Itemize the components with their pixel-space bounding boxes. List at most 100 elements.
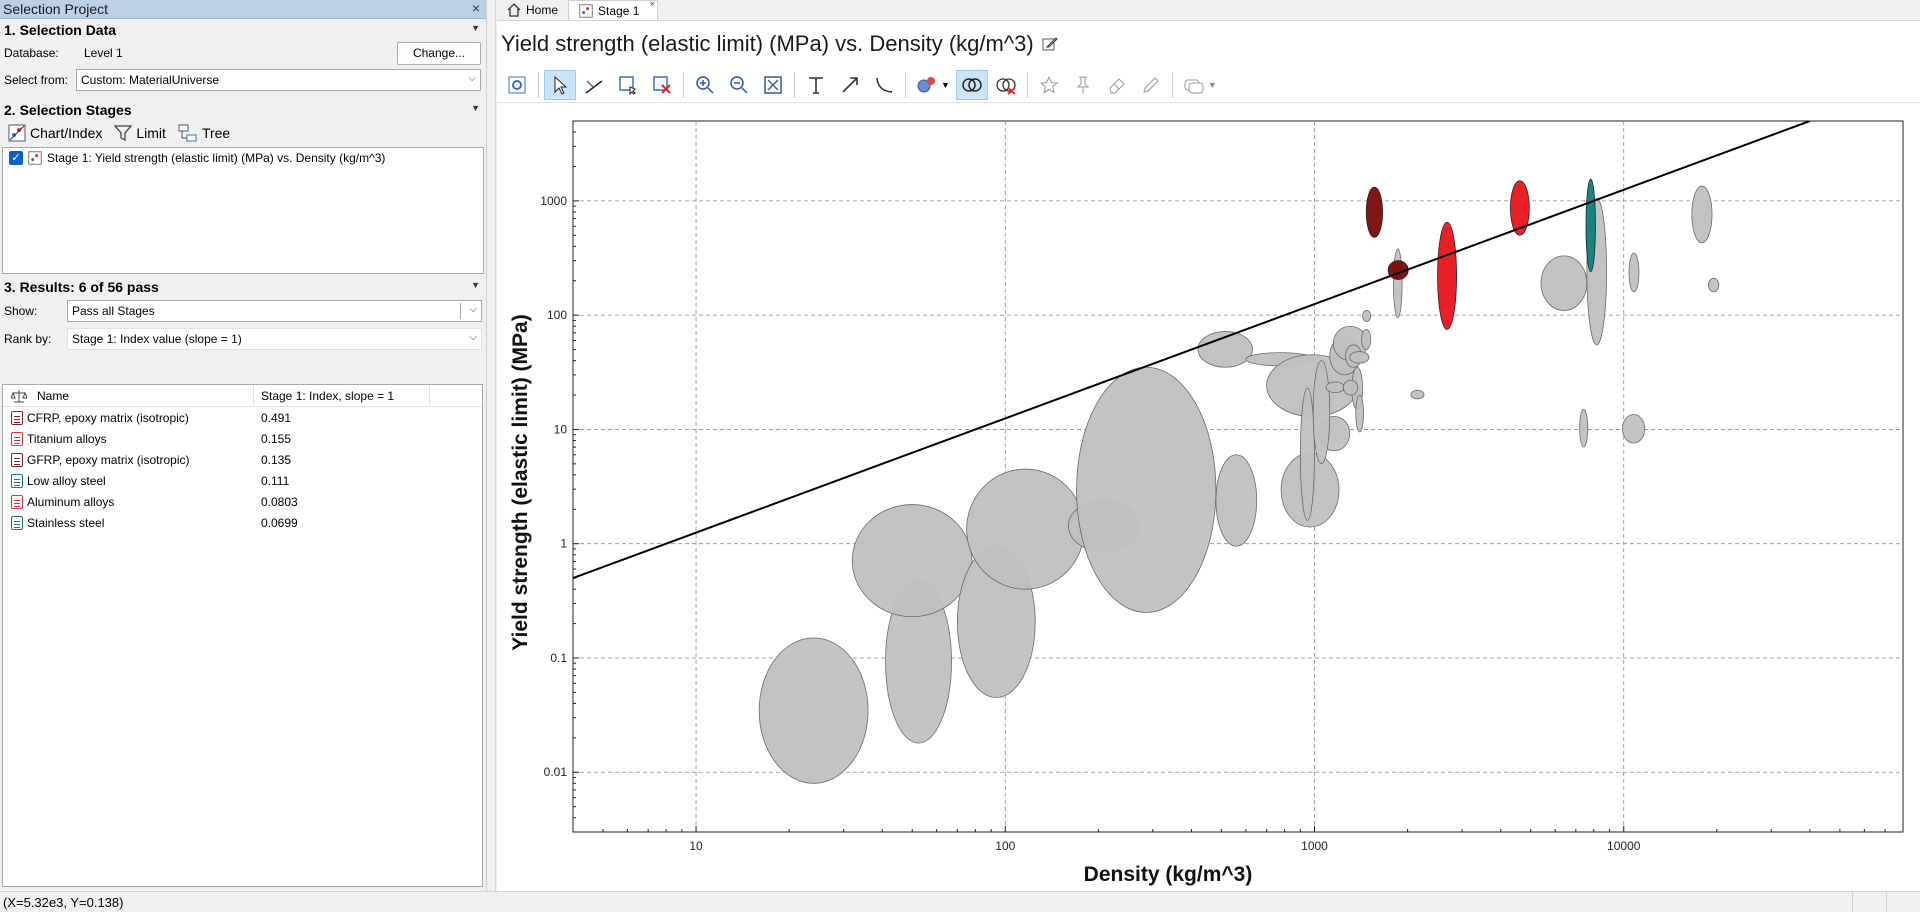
result-index-value: 0.0699 bbox=[261, 515, 298, 530]
box-select-icon[interactable] bbox=[612, 70, 644, 100]
chart-title: Yield strength (elastic limit) (MPa) vs.… bbox=[501, 31, 1034, 56]
dropdown-icon[interactable]: ▼ bbox=[1207, 79, 1217, 90]
tree-button[interactable]: Tree bbox=[174, 122, 234, 144]
material-bubble-fail[interactable] bbox=[1076, 366, 1217, 613]
intersect-icon[interactable] bbox=[955, 69, 988, 100]
material-bubble-fail[interactable] bbox=[851, 504, 973, 618]
star-icon[interactable] bbox=[1033, 70, 1065, 100]
close-tab-icon[interactable]: × bbox=[649, 0, 656, 10]
rank-by-dropdown[interactable]: Stage 1: Index value (slope = 1) ⌵ bbox=[67, 328, 482, 350]
tab-bar: Home Stage 1 × bbox=[497, 0, 1920, 21]
selection-index-line[interactable] bbox=[573, 121, 1811, 580]
show-dropdown[interactable]: Pass all Stages ⌵ bbox=[67, 300, 482, 322]
line-tool-icon[interactable] bbox=[578, 70, 610, 100]
material-bubble-fail[interactable] bbox=[758, 637, 869, 784]
material-bubble-fail[interactable] bbox=[1312, 360, 1331, 465]
material-bubble-fail[interactable] bbox=[1215, 454, 1258, 547]
pencil-icon[interactable] bbox=[1135, 70, 1167, 100]
y-tick-label: 1000 bbox=[540, 194, 567, 208]
material-bubble-fail[interactable] bbox=[1393, 248, 1403, 319]
tab-home[interactable]: Home bbox=[497, 0, 568, 20]
material-bubble-fail[interactable] bbox=[1197, 331, 1253, 368]
rank-by-label: Rank by: bbox=[4, 332, 52, 346]
pointer-icon[interactable] bbox=[544, 69, 576, 100]
text-icon[interactable] bbox=[800, 70, 832, 100]
result-name: Aluminum alloys bbox=[27, 494, 115, 509]
pin-icon[interactable] bbox=[1067, 70, 1099, 100]
material-bubble-fail[interactable] bbox=[1540, 255, 1588, 311]
table-row[interactable]: GFRP, epoxy matrix (isotropic) 0.135 bbox=[3, 449, 482, 470]
scatter-chart[interactable]: 10 100 1000 10000 0.01 0.1 1 10 100 1000 Density (… bbox=[497, 105, 1920, 891]
chart-toolbar: ▼ ▼ bbox=[497, 67, 1920, 103]
material-bubble-pass[interactable] bbox=[1437, 221, 1457, 330]
y-tick-label: 0.1 bbox=[550, 651, 567, 665]
collapse-arrow-icon[interactable]: ▼ bbox=[471, 280, 480, 290]
material-bubble-fail[interactable] bbox=[1691, 185, 1713, 244]
material-bubble-fail[interactable] bbox=[1621, 414, 1646, 444]
table-row[interactable]: CFRP, epoxy matrix (isotropic) 0.491 bbox=[3, 407, 482, 428]
material-bubble-fail[interactable] bbox=[1342, 379, 1359, 396]
material-icon bbox=[11, 515, 23, 530]
stage-item[interactable]: ✓ Stage 1: Yield strength (elastic limit… bbox=[3, 148, 483, 168]
result-name-cell: Stainless steel bbox=[3, 515, 254, 530]
stage-checkbox[interactable]: ✓ bbox=[9, 151, 23, 165]
material-bubble-fail[interactable] bbox=[1299, 387, 1315, 521]
collapse-arrow-icon[interactable]: ▼ bbox=[471, 23, 480, 33]
table-row[interactable]: Titanium alloys 0.155 bbox=[3, 428, 482, 449]
material-bubble-fail[interactable] bbox=[1410, 389, 1425, 400]
curve-icon[interactable] bbox=[868, 70, 900, 100]
material-bubble-pass[interactable] bbox=[1365, 186, 1383, 238]
selection-stages-heading[interactable]: 2. Selection Stages ▼ bbox=[4, 102, 480, 118]
results-table: Name Stage 1: Index, slope = 1 CFRP, epo… bbox=[2, 384, 483, 887]
result-index-value: 0.111 bbox=[261, 473, 290, 488]
x-tick-label: 1000 bbox=[1301, 839, 1328, 853]
material-icon bbox=[11, 431, 23, 446]
name-column-header[interactable]: Name bbox=[3, 385, 254, 406]
material-bubble-pass[interactable] bbox=[1585, 178, 1596, 273]
chart-icon bbox=[28, 151, 42, 165]
index-column-header[interactable]: Stage 1: Index, slope = 1 bbox=[254, 385, 430, 406]
settings-icon[interactable] bbox=[501, 70, 533, 100]
label-icon[interactable] bbox=[1178, 70, 1210, 100]
hide-icon[interactable] bbox=[990, 70, 1022, 100]
eraser-icon[interactable] bbox=[1101, 70, 1133, 100]
material-bubble-fail[interactable] bbox=[1628, 252, 1640, 293]
arrow-icon[interactable] bbox=[834, 70, 866, 100]
limit-button[interactable]: Limit bbox=[110, 122, 170, 144]
selection-data-heading[interactable]: 1. Selection Data ▼ bbox=[4, 22, 480, 38]
y-tick-label: 10 bbox=[554, 422, 568, 436]
material-bubble-fail[interactable] bbox=[1362, 310, 1372, 322]
material-bubble-fail[interactable] bbox=[966, 468, 1085, 590]
collapse-arrow-icon[interactable]: ▼ bbox=[471, 103, 480, 113]
zoom-fit-icon[interactable] bbox=[757, 70, 789, 100]
dropdown-icon[interactable]: ▼ bbox=[941, 79, 950, 90]
material-bubble-fail[interactable] bbox=[1325, 381, 1345, 394]
chart-title-row: Yield strength (elastic limit) (MPa) vs.… bbox=[497, 21, 1920, 67]
panel-splitter[interactable] bbox=[488, 0, 496, 891]
highlight-icon[interactable] bbox=[911, 70, 943, 100]
results-heading[interactable]: 3. Results: 6 of 56 pass ▼ bbox=[4, 279, 480, 295]
tab-stage-1[interactable]: Stage 1 × bbox=[568, 0, 659, 20]
results-header: Name Stage 1: Index, slope = 1 bbox=[3, 385, 482, 407]
material-bubble-fail[interactable] bbox=[1349, 351, 1370, 364]
material-bubble-fail[interactable] bbox=[1361, 329, 1372, 350]
material-bubble-fail[interactable] bbox=[1708, 277, 1720, 293]
select-from-label: Select from: bbox=[4, 73, 69, 87]
material-bubble-fail[interactable] bbox=[1355, 394, 1364, 433]
result-name: Titanium alloys bbox=[27, 431, 107, 446]
select-from-dropdown[interactable]: Custom: MaterialUniverse ⌵ bbox=[76, 69, 481, 91]
edit-icon[interactable] bbox=[1042, 36, 1058, 52]
zoom-in-icon[interactable] bbox=[689, 70, 721, 100]
zoom-out-icon[interactable] bbox=[723, 70, 755, 100]
change-database-button[interactable]: Change... bbox=[397, 41, 481, 65]
chart-index-button[interactable]: Chart/Index bbox=[4, 122, 106, 144]
table-row[interactable]: Stainless steel 0.0699 bbox=[3, 512, 482, 533]
table-row[interactable]: Aluminum alloys 0.0803 bbox=[3, 491, 482, 512]
table-row[interactable]: Low alloy steel 0.111 bbox=[3, 470, 482, 491]
close-icon[interactable]: × bbox=[471, 0, 480, 16]
status-bar: (X=5.32e3, Y=0.138) bbox=[0, 891, 1920, 912]
delete-selection-icon[interactable] bbox=[646, 70, 678, 100]
result-name: GFRP, epoxy matrix (isotropic) bbox=[27, 452, 190, 467]
material-bubble-fail[interactable] bbox=[1579, 408, 1589, 448]
material-bubble-pass[interactable] bbox=[1509, 180, 1530, 236]
